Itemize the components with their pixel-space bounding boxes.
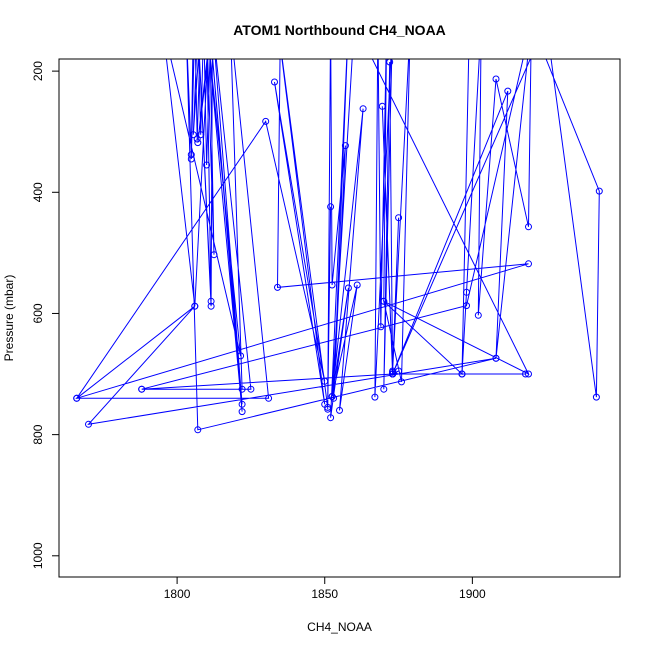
data-point [85, 420, 92, 428]
data-point [327, 414, 335, 422]
data-point [193, 135, 201, 143]
data-point [353, 281, 361, 289]
data-point [324, 405, 332, 413]
data-point [378, 102, 386, 110]
x-axis-label: CH4_NOAA [307, 620, 372, 634]
data-point [525, 223, 532, 231]
data-point [344, 284, 352, 292]
x-tick-label: 1800 [164, 587, 191, 601]
data-point [187, 151, 195, 159]
data-point [271, 78, 278, 86]
data-point [207, 20, 213, 26]
x-tick-label: 1900 [459, 587, 486, 601]
data-point [328, 393, 336, 400]
data-point [463, 288, 470, 296]
data-point [237, 352, 245, 360]
data-point [238, 385, 246, 393]
data-point [192, 20, 198, 26]
data-point [336, 406, 343, 414]
data-point [522, 370, 529, 378]
data-point [543, 20, 549, 26]
data-point [328, 281, 336, 289]
data-point [330, 394, 338, 402]
data-point [204, 20, 210, 26]
data-point [210, 251, 218, 259]
data-point [204, 20, 210, 26]
data-point [528, 20, 534, 26]
data-point [73, 394, 81, 402]
data-point [274, 283, 281, 291]
data-point [595, 187, 603, 195]
data-point [265, 394, 273, 402]
data-point [466, 20, 472, 26]
data-point [198, 20, 204, 26]
data-point [377, 323, 385, 331]
data-point [238, 400, 246, 408]
data-point [197, 131, 205, 139]
data-point [492, 354, 500, 362]
data-point [386, 59, 394, 66]
data-point [458, 370, 466, 378]
data-point [210, 20, 216, 26]
data-point [389, 370, 397, 378]
data-point [341, 142, 349, 150]
data-point [195, 20, 201, 26]
data-point [528, 20, 534, 26]
data-point [203, 161, 211, 169]
chart-title: ATOM1 Northbound CH4_NOAA [233, 22, 446, 38]
y-tick-label: 800 [31, 424, 45, 444]
y-axis: 200 400 600 800 1000 [31, 61, 60, 569]
data-point [183, 20, 189, 26]
data-point [247, 385, 255, 393]
data-point [492, 75, 500, 83]
data-point [474, 311, 482, 319]
data-point [191, 302, 199, 310]
data-point [592, 393, 600, 401]
data-point [190, 20, 196, 26]
data-point [262, 117, 270, 125]
series-layer [73, 20, 603, 434]
y-axis-label: Pressure (mbar) [2, 275, 16, 362]
data-point [321, 377, 329, 385]
data-point [504, 87, 512, 95]
x-axis: 1800 1850 1900 [164, 576, 486, 601]
data-point [525, 370, 532, 378]
data-point [187, 155, 195, 163]
data-point [478, 20, 484, 26]
data-point [327, 203, 335, 211]
y-tick-label: 400 [31, 182, 45, 202]
data-point [183, 20, 189, 26]
data-point [207, 302, 215, 310]
plot-frame [58, 58, 621, 578]
data-point [380, 385, 388, 393]
data-point [195, 20, 201, 26]
data-point [194, 426, 202, 434]
data-point [207, 297, 215, 305]
y-tick-label: 600 [31, 303, 45, 323]
data-point [463, 302, 470, 310]
data-point [201, 20, 207, 26]
x-tick-label: 1850 [311, 587, 338, 601]
series-line [75, 59, 600, 431]
data-point [395, 214, 403, 222]
data-point [210, 20, 216, 26]
y-tick-label: 1000 [31, 542, 45, 569]
data-point [208, 20, 214, 26]
data-point [207, 20, 213, 26]
data-point [159, 20, 165, 26]
data-point [194, 139, 202, 147]
y-tick-label: 200 [31, 61, 45, 81]
data-point [238, 408, 246, 416]
data-point [138, 385, 146, 393]
data-point [371, 393, 379, 401]
data-point [189, 131, 197, 139]
data-point [380, 297, 388, 305]
data-point [525, 260, 532, 268]
data-point [398, 378, 405, 386]
data-point [395, 367, 403, 375]
data-point [359, 105, 367, 113]
